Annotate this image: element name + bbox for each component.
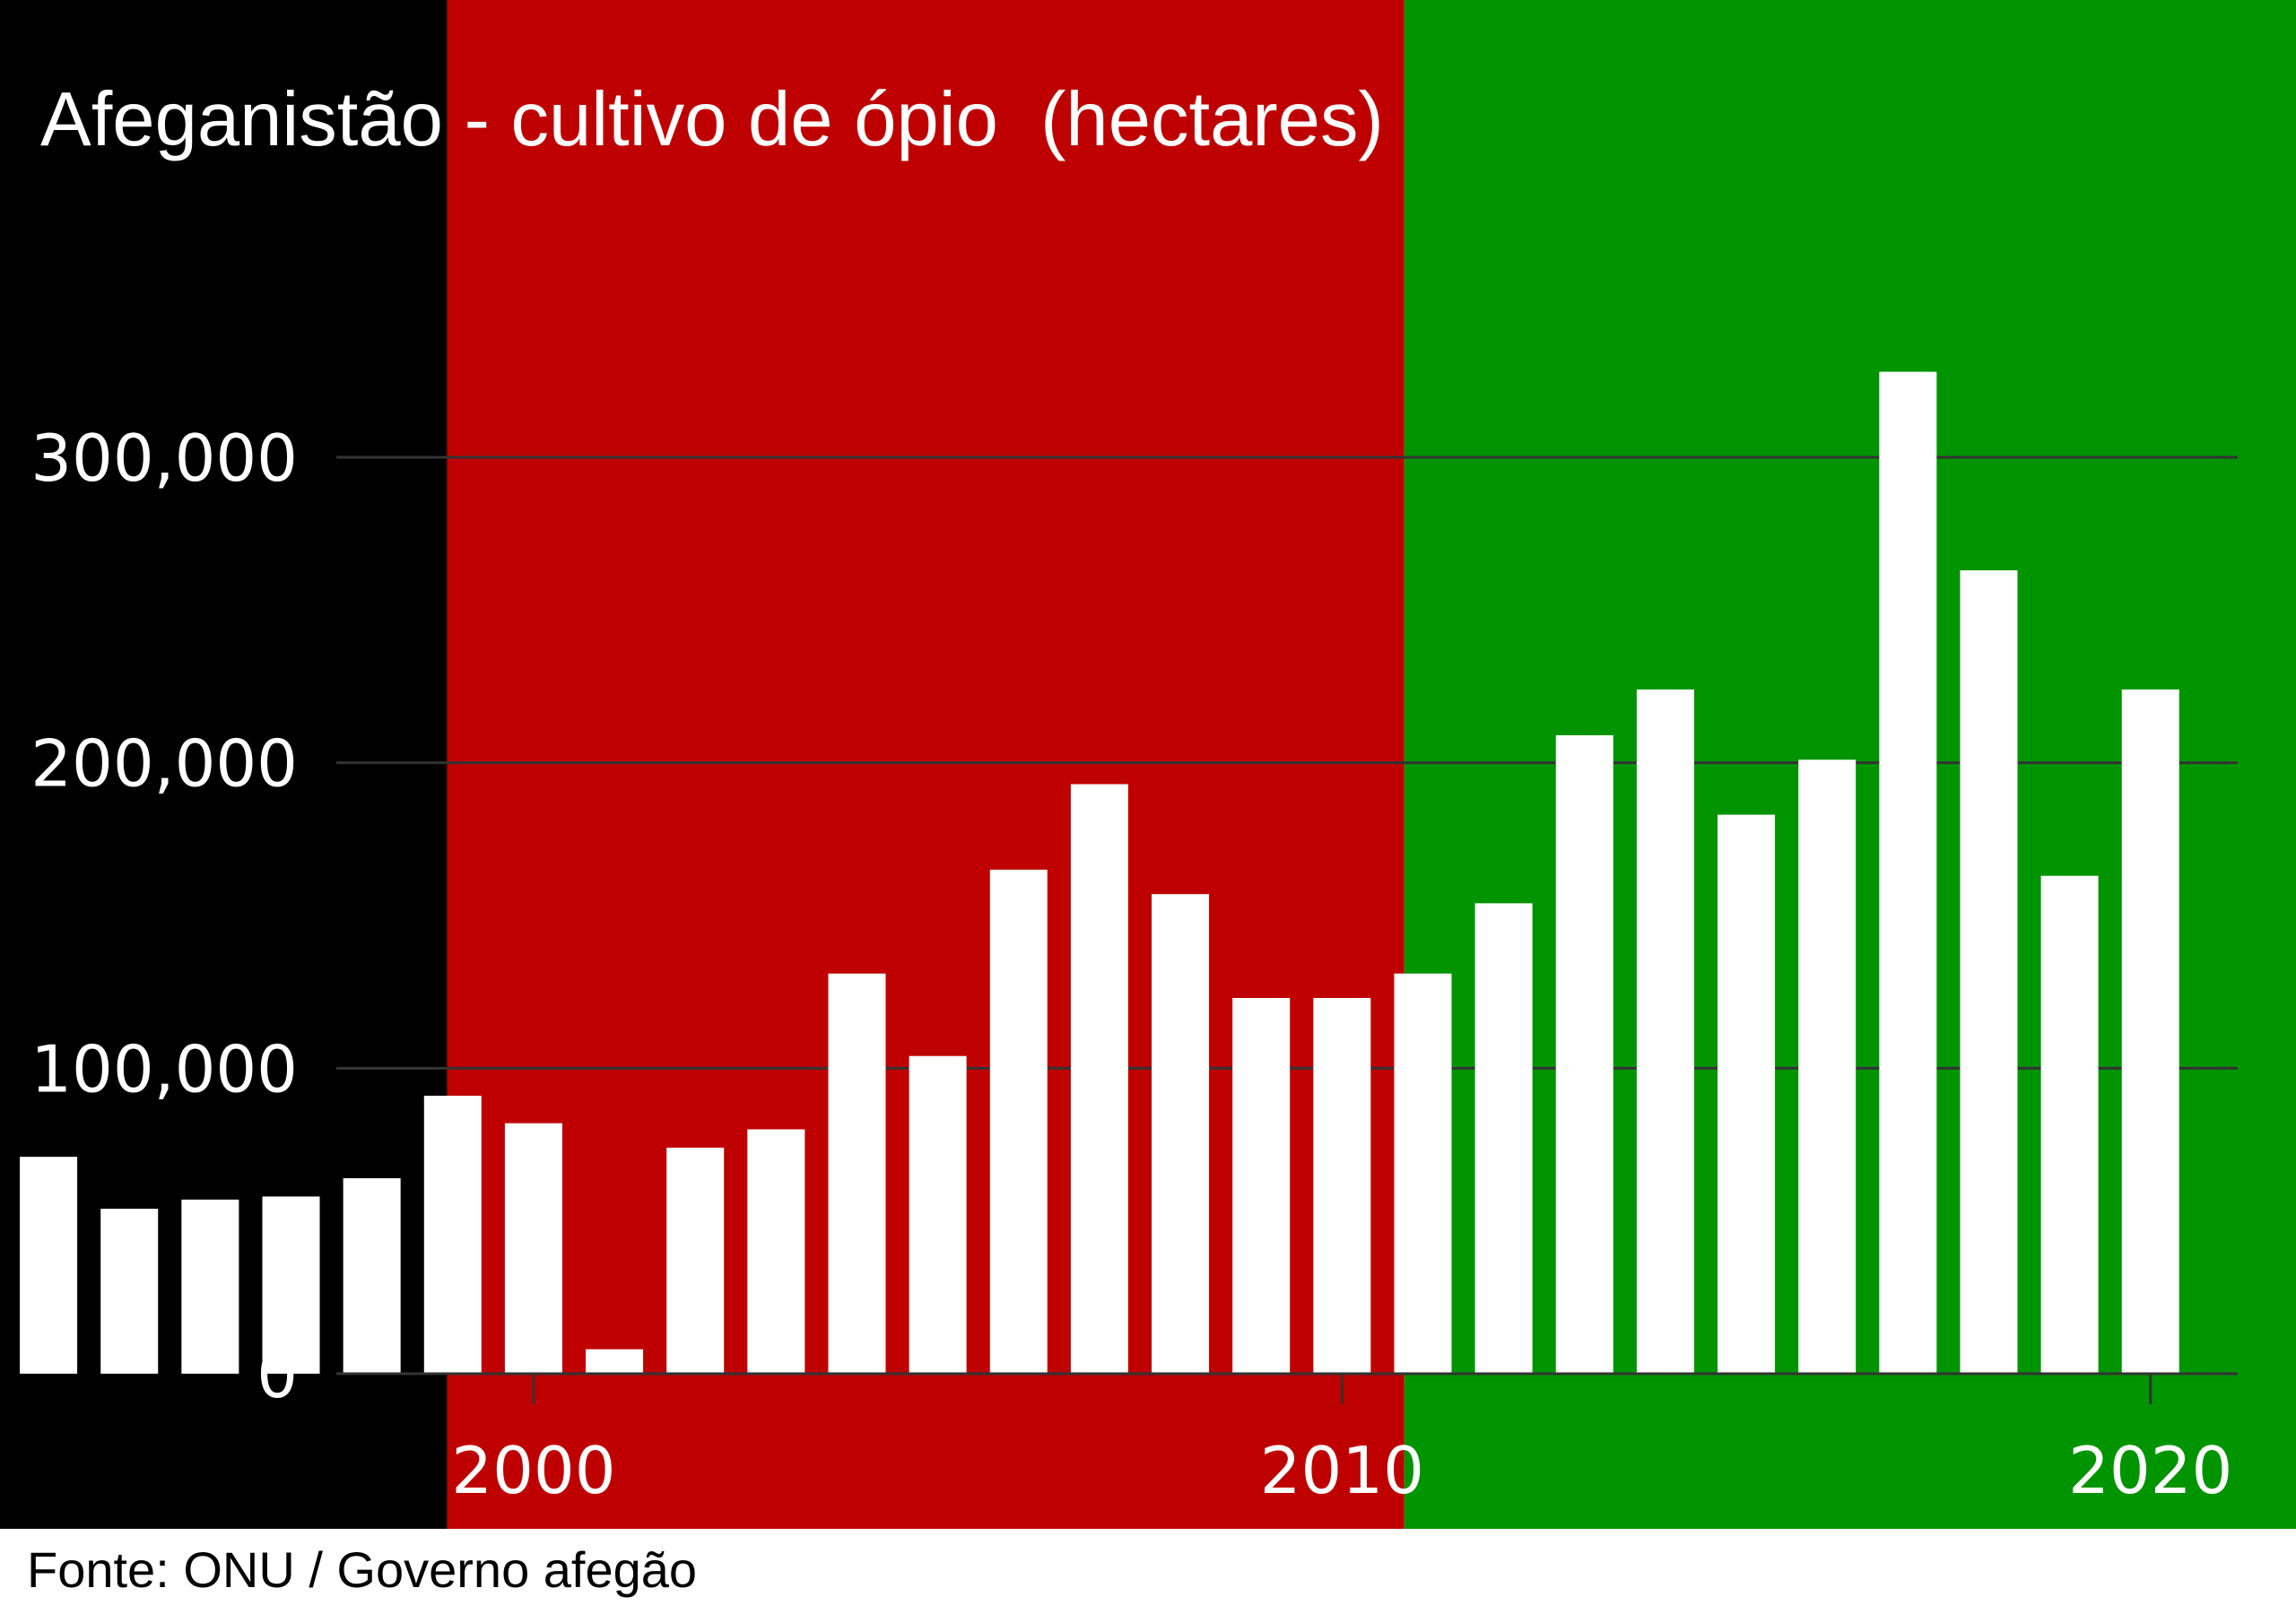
bar-2003 <box>747 1129 805 1374</box>
bar-2019 <box>2040 875 2099 1374</box>
bar-2004 <box>828 973 886 1374</box>
x-tick-labels: 2000 2010 2020 <box>451 1433 2232 1508</box>
bar-2012 <box>1474 903 1533 1374</box>
bar-2000 <box>504 1123 562 1374</box>
bar-2006 <box>989 869 1048 1374</box>
x-tick-label-2010: 2010 <box>1260 1433 1424 1508</box>
y-tick-label-300000: 300,000 <box>30 421 298 496</box>
x-tick-label-2000: 2000 <box>451 1433 615 1508</box>
bar-2007 <box>1070 784 1128 1374</box>
bar-2002 <box>666 1147 725 1374</box>
bar-2015 <box>1718 814 1776 1374</box>
bar-2018 <box>1960 570 2018 1374</box>
bar-2009 <box>1232 997 1291 1374</box>
bar-2014 <box>1636 689 1694 1374</box>
bar-2020 <box>2121 689 2179 1374</box>
axes <box>336 1372 2238 1404</box>
y-tick-labels: 0 100,000 200,000 300,000 <box>30 421 298 1412</box>
bar-1998 <box>343 1177 401 1374</box>
bar-2013 <box>1555 735 1613 1374</box>
y-tick-label-100000: 100,000 <box>30 1031 298 1106</box>
bars <box>20 371 2179 1375</box>
bar-2008 <box>1152 894 1210 1374</box>
bar-2017 <box>1879 371 1937 1375</box>
bar-2005 <box>909 1055 967 1374</box>
bar-2016 <box>1798 759 1857 1374</box>
bar-1999 <box>423 1095 482 1374</box>
bar-1997 <box>262 1196 320 1374</box>
source-note: Fonte: ONU / Governo afegão <box>27 1541 697 1598</box>
x-tick-label-2020: 2020 <box>2068 1433 2232 1508</box>
chart-title: Afeganistão - cultivo de ópio (hectares) <box>40 77 1384 162</box>
bar-2011 <box>1394 973 1452 1374</box>
y-tick-label-0: 0 <box>257 1337 298 1412</box>
bar-1995 <box>100 1209 159 1374</box>
bar-2010 <box>1313 997 1371 1374</box>
y-tick-label-200000: 200,000 <box>30 726 298 802</box>
bar-1994 <box>20 1157 78 1374</box>
bar-2001 <box>586 1349 644 1374</box>
bar-1996 <box>181 1199 239 1374</box>
